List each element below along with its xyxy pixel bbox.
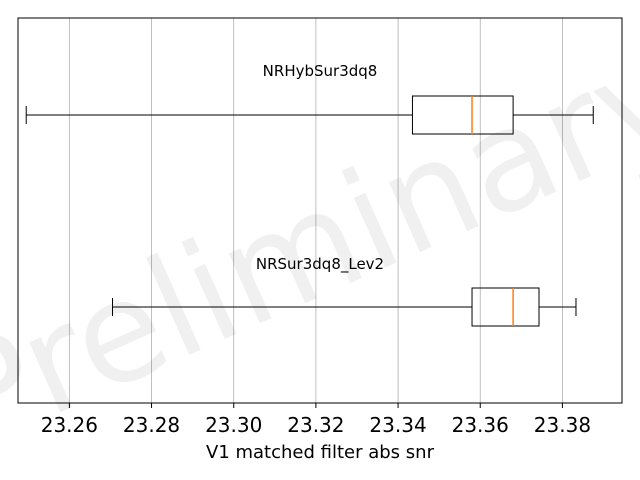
x-tick-label: 23.30 [205,413,262,437]
plot-area-frame [17,17,623,404]
series-label: NRSur3dq8_Lev2 [256,255,384,274]
box-plot-0: NRHybSur3dq8 [25,62,594,135]
x-tick-label: 23.36 [452,413,509,437]
x-axis-ticks: 23.26 23.28 23.30 23.32 23.34 23.36 23.38 [41,403,591,437]
box-plot-1: NRSur3dq8_Lev2 [112,255,577,327]
x-axis-label: V1 matched filter abs snr [206,442,435,463]
box-iqr [471,287,540,327]
x-tick-label: 23.32 [287,413,344,437]
x-tick-label: 23.38 [534,413,591,437]
box-iqr [411,95,514,135]
series-label: NRHybSur3dq8 [263,62,378,80]
box-plots: NRHybSur3dq8 NRSur3dq8_Lev2 [25,62,594,327]
x-tick-label: 23.28 [123,413,180,437]
grid-lines [68,18,563,403]
x-tick-label: 23.26 [41,413,98,437]
x-tick-label: 23.34 [369,413,426,437]
preliminary-watermark: Preliminary [0,11,640,480]
